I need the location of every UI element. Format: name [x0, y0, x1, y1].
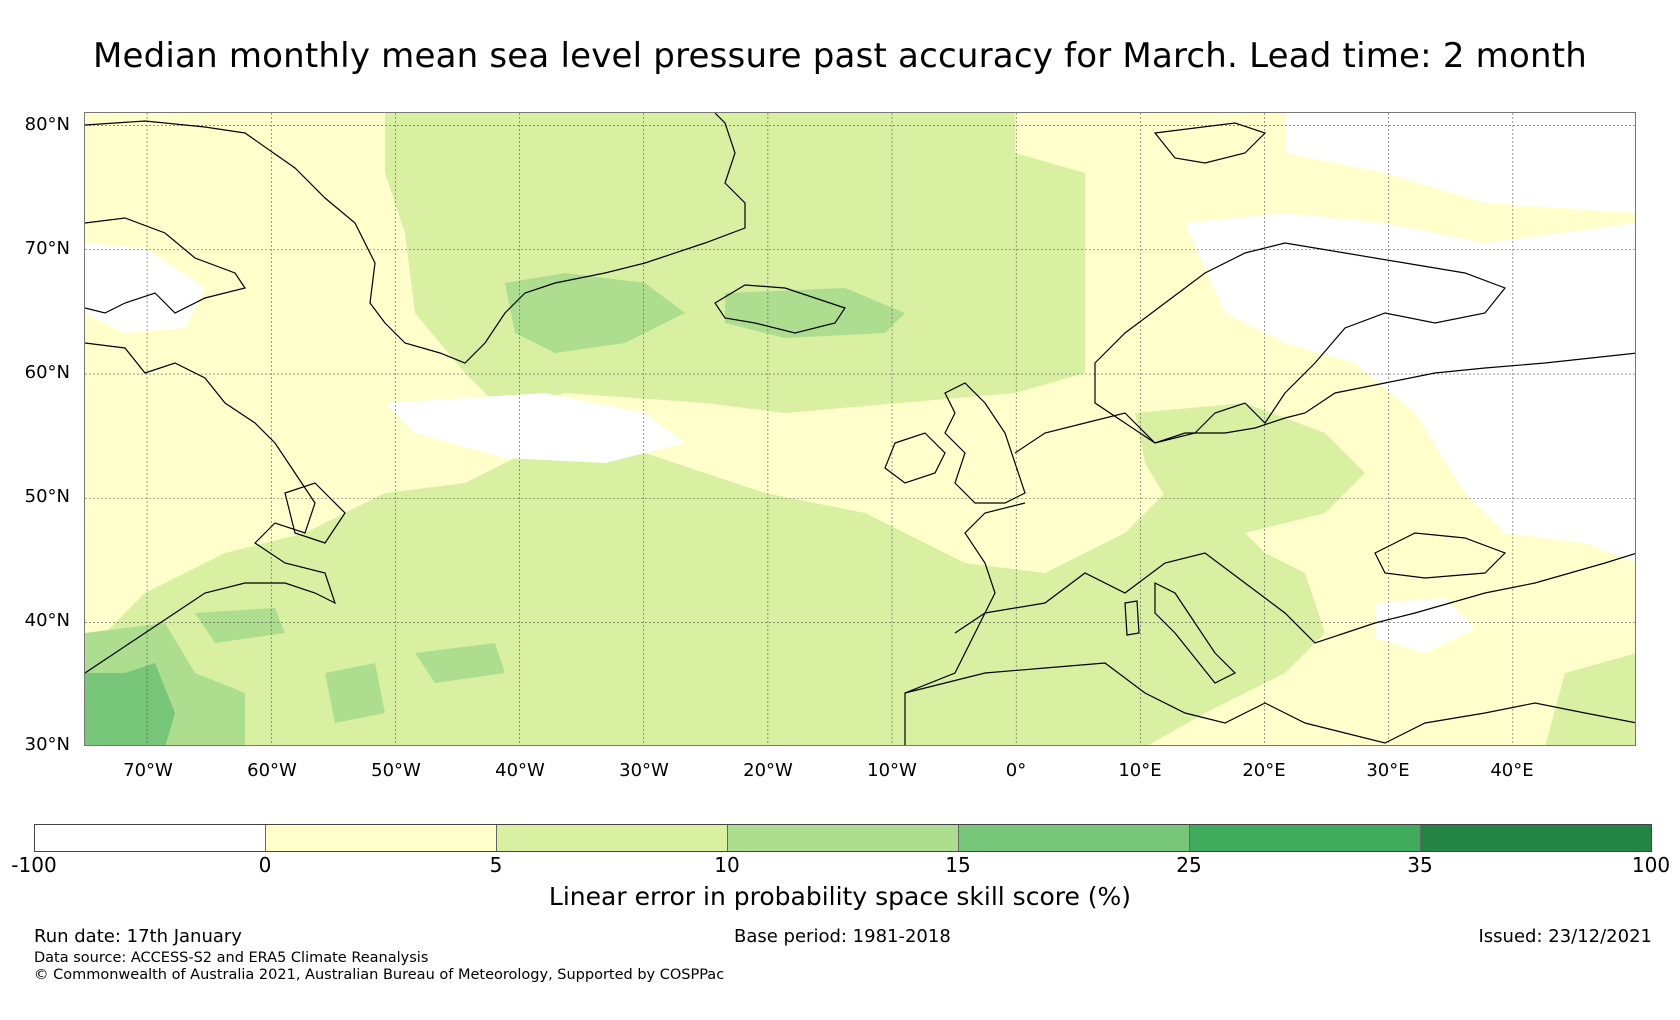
lat-label-30: 30°N: [24, 734, 70, 755]
skill-field-15-25: [85, 663, 175, 745]
coast-mediterranean-north: [954, 552, 1635, 644]
coast-sardinia: [1124, 600, 1140, 636]
lon-label-0: 0°: [1005, 760, 1027, 781]
colorbar-tick: 15: [945, 853, 971, 877]
coast-britain: [944, 382, 1026, 504]
colorbar-tick: 0: [258, 853, 272, 877]
coast-iceland: [714, 284, 846, 334]
coast-baffin: [85, 217, 246, 314]
lon-label-70w: 70°W: [123, 760, 173, 781]
lon-label-60w: 60°W: [247, 760, 297, 781]
lon-label-10e: 10°E: [1118, 760, 1162, 781]
lon-label-20w: 20°W: [743, 760, 793, 781]
coast-europe-atlantic: [1014, 352, 1635, 454]
lat-label-50: 50°N: [24, 486, 70, 507]
map-svg: [85, 113, 1635, 745]
colorbar-segment: [1421, 825, 1651, 851]
skill-field-negative: [85, 113, 1635, 653]
coast-labrador: [85, 342, 337, 674]
lon-label-40w: 40°W: [495, 760, 545, 781]
lat-label-60: 60°N: [24, 362, 70, 383]
skill-map: [84, 112, 1636, 746]
map-title: Median monthly mean sea level pressure p…: [92, 36, 1588, 76]
colorbar-tick: 100: [1631, 853, 1671, 877]
coast-norway: [1094, 242, 1506, 444]
colorbar-tick: 10: [714, 853, 740, 877]
skill-field-10-15: [85, 273, 905, 745]
colorbar-tick: -100: [11, 853, 57, 877]
colorbar-tick: 25: [1176, 853, 1202, 877]
issued-date: Issued: 23/12/2021: [1478, 926, 1652, 947]
colorbar-tick: 5: [489, 853, 503, 877]
colorbar: [34, 824, 1652, 852]
colorbar-segment: [728, 825, 959, 851]
coastlines: [85, 113, 1635, 745]
coast-newfoundland: [284, 482, 346, 544]
lon-label-30w: 30°W: [619, 760, 669, 781]
lat-label-70: 70°N: [24, 238, 70, 259]
coast-black-sea: [1374, 532, 1507, 579]
lon-label-40e: 40°E: [1490, 760, 1534, 781]
colorbar-tick: 35: [1407, 853, 1433, 877]
coast-ireland: [884, 432, 946, 484]
copyright: © Commonwealth of Australia 2021, Austra…: [34, 967, 725, 983]
data-source: Data source: ACCESS-S2 and ERA5 Climate …: [34, 950, 429, 966]
colorbar-label: Linear error in probability space skill …: [548, 882, 1132, 911]
lon-label-20e: 20°E: [1242, 760, 1286, 781]
colorbar-segment: [959, 825, 1190, 851]
run-date: Run date: 17th January: [34, 926, 242, 947]
lat-label-80: 80°N: [24, 114, 70, 135]
lon-label-50w: 50°W: [371, 760, 421, 781]
lon-label-10w: 10°W: [867, 760, 917, 781]
lon-label-30e: 30°E: [1366, 760, 1410, 781]
coast-svalbard: [1153, 122, 1267, 164]
colorbar-segment: [35, 825, 266, 851]
lat-label-40: 40°N: [24, 610, 70, 631]
coast-france-iberia: [904, 502, 1026, 745]
coast-italy: [1154, 582, 1237, 684]
coast-north-africa: [904, 662, 1635, 744]
colorbar-segment: [1190, 825, 1421, 851]
base-period: Base period: 1981-2018: [734, 926, 951, 947]
colorbar-segment: [266, 825, 497, 851]
coast-greenland: [85, 113, 746, 364]
colorbar-segment: [497, 825, 728, 851]
